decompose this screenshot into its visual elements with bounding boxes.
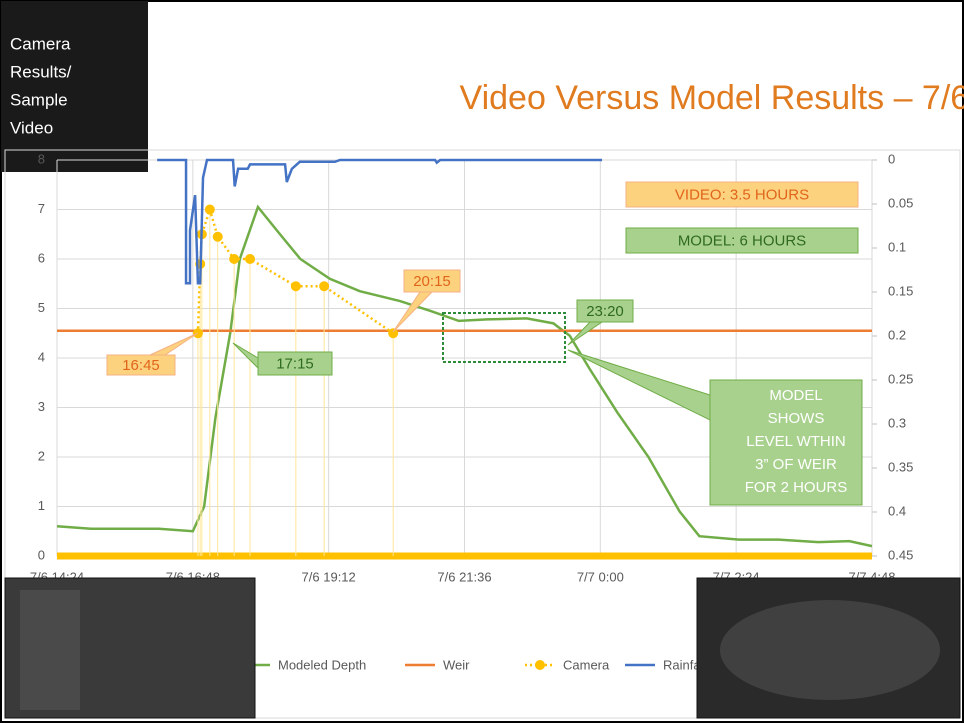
series-line — [56, 204, 873, 548]
annotation: MODEL: 6 HOURS — [678, 232, 806, 249]
y2-tick-label: 0.4 — [888, 503, 906, 518]
sidebar-label: Results/ — [10, 62, 72, 81]
data-point — [212, 231, 223, 242]
y-tick-label: 7 — [38, 201, 45, 216]
legend-label: Modeled Depth — [278, 657, 366, 672]
video-scene — [720, 600, 940, 700]
annotation: 16:45 — [122, 357, 160, 374]
callout-box — [625, 227, 859, 254]
callout-box — [403, 269, 461, 293]
y-tick-label: 0 — [38, 547, 45, 562]
x-tick-label: 7/7 0:00 — [577, 569, 624, 584]
chart-title: Video Versus Model Results – 7/6/19 — [460, 79, 964, 117]
sidebar-label: Camera — [10, 34, 71, 53]
legend-label: Rainfall — [663, 657, 706, 672]
data-point — [319, 281, 330, 292]
annotation: VIDEO: 3.5 HOURS — [675, 186, 809, 203]
video-wall — [20, 590, 80, 710]
annotation: 3” OF WEIR — [755, 456, 837, 473]
callout-box — [709, 379, 863, 506]
y-tick-label: 6 — [38, 250, 45, 265]
highlight-box — [442, 312, 566, 363]
y2-tick-label: 0.25 — [888, 371, 913, 386]
y2-tick-label: 0 — [888, 151, 895, 166]
callout-box — [625, 181, 859, 208]
x-tick-label: 7/6 21:36 — [437, 569, 491, 584]
data-point — [244, 254, 255, 264]
series-line — [157, 158, 603, 285]
callout-box — [257, 351, 333, 376]
annotation: LEVEL WTHIN — [746, 433, 845, 450]
sidebar-label: Sample — [10, 90, 68, 109]
legend-marker — [535, 660, 545, 670]
annotation: 17:15 — [276, 355, 314, 372]
data-point — [290, 281, 301, 292]
y-tick-label: 1 — [38, 498, 45, 513]
y2-tick-label: 0.05 — [888, 195, 913, 210]
sidebar-box — [1, 1, 148, 172]
y2-tick-label: 0.45 — [888, 547, 913, 562]
callout-box — [106, 354, 176, 376]
y2-tick-label: 0.2 — [888, 327, 906, 342]
sidebar-label: Video — [10, 118, 53, 137]
y-tick-label: 5 — [38, 300, 45, 315]
annotation: MODEL — [769, 387, 822, 404]
y-tick-label: 2 — [38, 448, 45, 463]
y-tick-label: 3 — [38, 399, 45, 414]
y2-tick-label: 0.35 — [888, 459, 913, 474]
legend-label: Camera — [563, 657, 610, 672]
data-point — [388, 328, 399, 339]
y2-tick-label: 0.15 — [888, 283, 913, 298]
y-tick-label: 4 — [38, 349, 45, 364]
annotation: SHOWS — [768, 410, 825, 427]
annotation: FOR 2 HOURS — [745, 479, 848, 496]
x-tick-label: 7/6 19:12 — [302, 569, 356, 584]
annotation: 23:20 — [586, 303, 624, 320]
data-point — [229, 254, 240, 264]
chart-frame — [4, 149, 961, 719]
y2-tick-label: 0.3 — [888, 415, 906, 430]
data-point — [204, 204, 215, 215]
annotation: 20:15 — [413, 273, 451, 290]
y-tick-label: 8 — [38, 151, 45, 166]
y2-tick-label: 0.1 — [888, 239, 906, 254]
legend-label: Weir — [443, 657, 470, 672]
callout-box — [576, 299, 634, 323]
